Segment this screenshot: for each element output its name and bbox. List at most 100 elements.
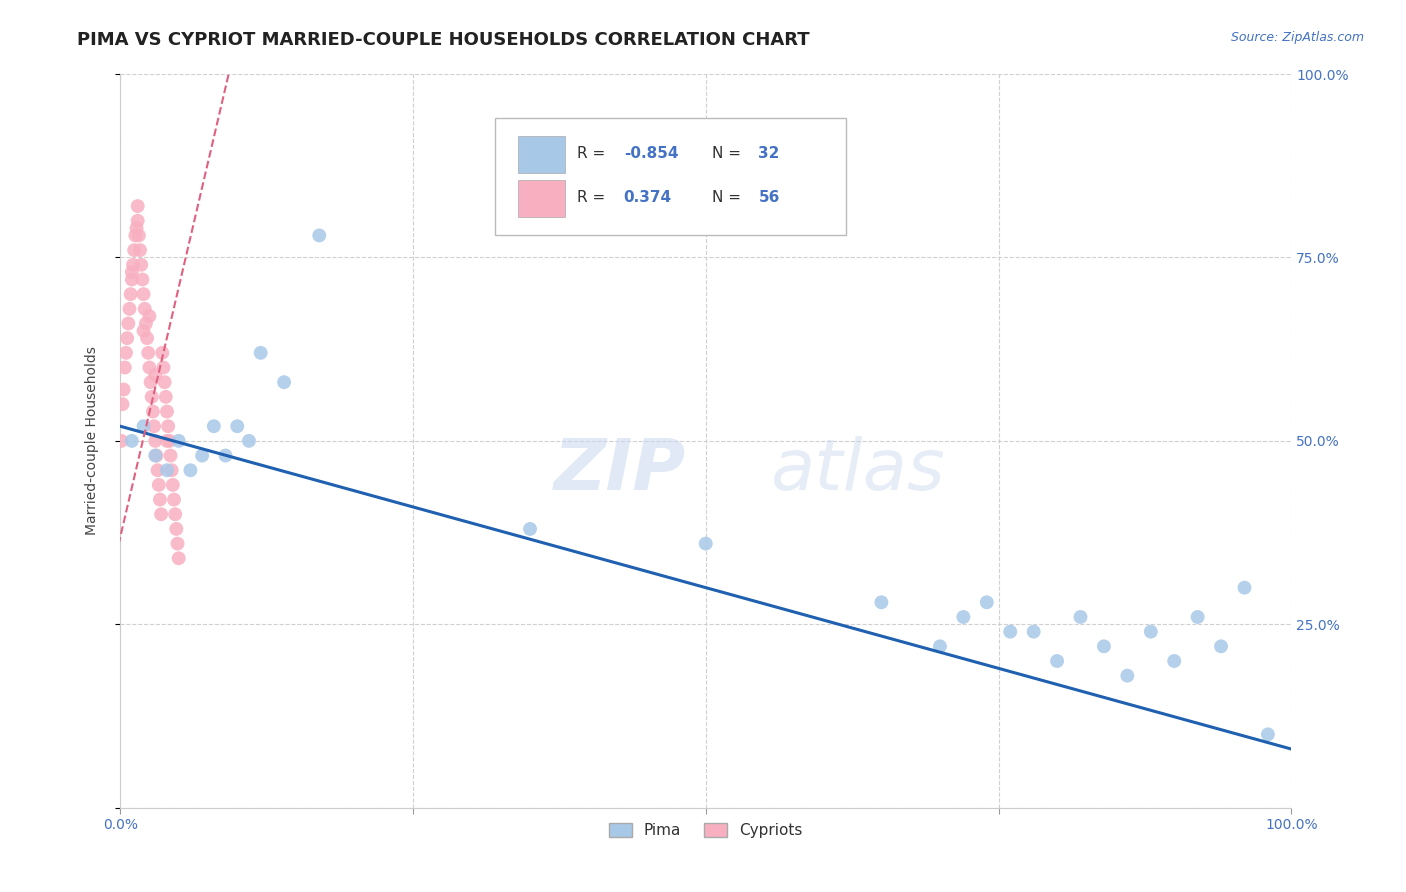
Text: Source: ZipAtlas.com: Source: ZipAtlas.com	[1230, 31, 1364, 45]
Point	[128, 228, 150, 243]
Point	[143, 434, 166, 448]
Point	[167, 551, 190, 566]
Text: 56: 56	[758, 190, 780, 205]
Point	[141, 390, 163, 404]
Point	[145, 449, 167, 463]
Point	[122, 243, 145, 257]
Point	[143, 368, 166, 382]
Point	[117, 317, 139, 331]
Point	[1257, 727, 1279, 741]
Point	[129, 258, 152, 272]
Bar	[519, 136, 565, 173]
Legend: Pima, Cypriots: Pima, Cypriots	[603, 817, 808, 844]
Point	[1187, 610, 1209, 624]
Point	[156, 404, 179, 418]
Point	[1233, 581, 1256, 595]
Point	[1116, 668, 1139, 682]
Point	[124, 228, 146, 243]
Point	[1000, 624, 1022, 639]
Point	[132, 324, 155, 338]
Point	[1163, 654, 1185, 668]
Point	[157, 434, 180, 448]
Bar	[519, 180, 565, 217]
Text: ZIP: ZIP	[554, 435, 686, 505]
Point	[152, 360, 174, 375]
Point	[150, 508, 173, 522]
Point	[111, 397, 134, 411]
Point	[112, 383, 135, 397]
Point	[249, 346, 271, 360]
Point	[138, 309, 160, 323]
Text: N =: N =	[711, 145, 745, 161]
Point	[153, 375, 176, 389]
Point	[238, 434, 260, 448]
Point	[214, 449, 236, 463]
Point	[179, 463, 201, 477]
Point	[163, 492, 186, 507]
Point	[129, 243, 152, 257]
Point	[952, 610, 974, 624]
Point	[150, 346, 173, 360]
Point	[120, 287, 142, 301]
Point	[1092, 640, 1115, 654]
Point	[135, 317, 157, 331]
Point	[134, 301, 156, 316]
Point	[1070, 610, 1092, 624]
Point	[273, 375, 295, 389]
Text: N =: N =	[711, 190, 745, 205]
Point	[167, 434, 190, 448]
Point	[114, 360, 136, 375]
FancyBboxPatch shape	[495, 118, 846, 235]
Point	[1139, 624, 1161, 639]
Point	[149, 492, 172, 507]
Point	[118, 301, 141, 316]
Point	[976, 595, 998, 609]
Point	[132, 287, 155, 301]
Point	[139, 375, 162, 389]
Point	[870, 595, 893, 609]
Point	[127, 213, 149, 227]
Point	[121, 272, 143, 286]
Text: R =: R =	[576, 145, 610, 161]
Point	[122, 258, 145, 272]
Point	[159, 449, 181, 463]
Point	[121, 265, 143, 279]
Point	[165, 508, 187, 522]
Point	[929, 640, 952, 654]
Point	[157, 419, 180, 434]
Point	[156, 434, 179, 448]
Point	[308, 228, 330, 243]
Point	[125, 221, 148, 235]
Point	[155, 390, 177, 404]
Text: 0.374: 0.374	[624, 190, 672, 205]
Point	[1209, 640, 1232, 654]
Point	[191, 449, 214, 463]
Point	[519, 522, 541, 536]
Point	[127, 199, 149, 213]
Point	[138, 360, 160, 375]
Text: atlas: atlas	[770, 435, 945, 505]
Point	[143, 449, 166, 463]
Point	[136, 331, 159, 345]
Point	[115, 331, 138, 345]
Point	[143, 419, 166, 434]
Point	[1046, 654, 1069, 668]
Point	[166, 536, 188, 550]
Point	[146, 463, 169, 477]
Point	[226, 419, 249, 434]
Point	[156, 463, 179, 477]
Point	[115, 346, 138, 360]
Point	[148, 478, 170, 492]
Text: -0.854: -0.854	[624, 145, 678, 161]
Point	[202, 419, 225, 434]
Point	[160, 463, 183, 477]
Point	[136, 346, 159, 360]
Text: 32: 32	[758, 145, 780, 161]
Point	[1022, 624, 1045, 639]
Point	[121, 434, 143, 448]
Point	[131, 272, 153, 286]
Point	[695, 536, 717, 550]
Text: PIMA VS CYPRIOT MARRIED-COUPLE HOUSEHOLDS CORRELATION CHART: PIMA VS CYPRIOT MARRIED-COUPLE HOUSEHOLD…	[77, 31, 810, 49]
Point	[165, 522, 187, 536]
Point	[162, 478, 184, 492]
